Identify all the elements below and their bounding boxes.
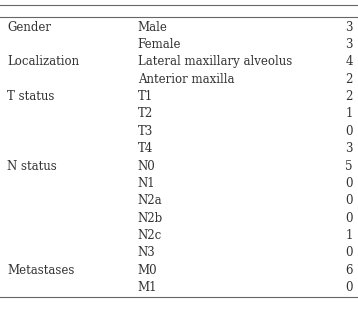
Text: N status: N status (7, 160, 57, 173)
Text: 0: 0 (345, 246, 353, 259)
Text: 0: 0 (345, 125, 353, 138)
Text: M1: M1 (138, 281, 157, 294)
Text: Anterior maxilla: Anterior maxilla (138, 73, 234, 86)
Text: 3: 3 (345, 38, 353, 51)
Text: T3: T3 (138, 125, 153, 138)
Text: N2c: N2c (138, 229, 162, 242)
Text: 0: 0 (345, 194, 353, 207)
Text: 3: 3 (345, 142, 353, 155)
Text: Male: Male (138, 21, 168, 33)
Text: N3: N3 (138, 246, 156, 259)
Text: N2b: N2b (138, 212, 163, 225)
Text: Localization: Localization (7, 55, 79, 68)
Text: 5: 5 (345, 160, 353, 173)
Text: T status: T status (7, 90, 54, 103)
Text: N0: N0 (138, 160, 156, 173)
Text: Metastases: Metastases (7, 264, 74, 277)
Text: Lateral maxillary alveolus: Lateral maxillary alveolus (138, 55, 292, 68)
Text: 6: 6 (345, 264, 353, 277)
Text: T4: T4 (138, 142, 153, 155)
Text: 1: 1 (345, 229, 353, 242)
Text: T1: T1 (138, 90, 153, 103)
Text: 2: 2 (345, 73, 353, 86)
Text: 2: 2 (345, 90, 353, 103)
Text: 0: 0 (345, 177, 353, 190)
Text: M0: M0 (138, 264, 158, 277)
Text: T2: T2 (138, 107, 153, 120)
Text: N2a: N2a (138, 194, 163, 207)
Text: 1: 1 (345, 107, 353, 120)
Text: N1: N1 (138, 177, 155, 190)
Text: 0: 0 (345, 281, 353, 294)
Text: Gender: Gender (7, 21, 51, 33)
Text: Female: Female (138, 38, 182, 51)
Text: 0: 0 (345, 212, 353, 225)
Text: 4: 4 (345, 55, 353, 68)
Text: 3: 3 (345, 21, 353, 33)
